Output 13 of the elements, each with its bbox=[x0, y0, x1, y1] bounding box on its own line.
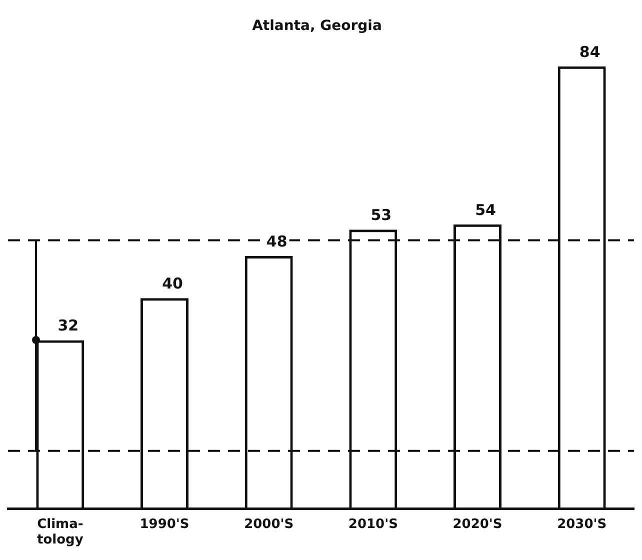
data-label: 48 bbox=[266, 232, 288, 250]
data-label: 32 bbox=[58, 316, 79, 335]
data-label: 84 bbox=[579, 42, 600, 61]
chart-title: Atlanta, Georgia bbox=[252, 18, 382, 34]
data-label: 53 bbox=[370, 206, 392, 224]
x-tick-label: 2010'S bbox=[348, 516, 398, 532]
x-tick-label: 1990'S bbox=[140, 516, 190, 532]
x-tick-label: 2000'S bbox=[244, 516, 294, 532]
x-tick-label: 2030'S bbox=[557, 516, 607, 532]
x-tick-label: Clima- tology bbox=[37, 516, 84, 548]
data-label: 40 bbox=[162, 274, 183, 293]
x-tick-label: 2020'S bbox=[452, 516, 502, 532]
data-label: 54 bbox=[475, 200, 496, 219]
